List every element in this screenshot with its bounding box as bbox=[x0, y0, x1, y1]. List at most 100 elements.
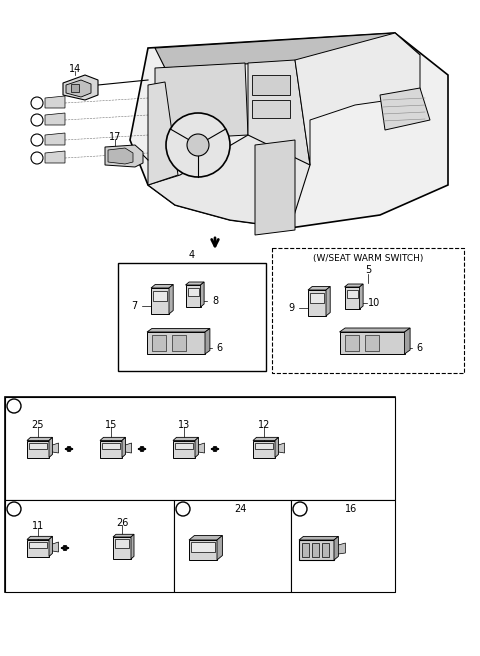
Polygon shape bbox=[189, 535, 222, 540]
Polygon shape bbox=[338, 543, 346, 554]
Text: 4: 4 bbox=[189, 250, 195, 260]
Bar bbox=[5, 397, 395, 500]
Polygon shape bbox=[131, 534, 134, 559]
Polygon shape bbox=[63, 75, 98, 100]
Polygon shape bbox=[345, 287, 360, 309]
Polygon shape bbox=[339, 328, 410, 332]
Polygon shape bbox=[169, 285, 173, 314]
Text: 11: 11 bbox=[32, 521, 44, 531]
Polygon shape bbox=[308, 287, 330, 290]
Text: 5: 5 bbox=[365, 265, 371, 275]
Text: a: a bbox=[12, 401, 17, 411]
Bar bbox=[252, 100, 290, 118]
Polygon shape bbox=[45, 113, 65, 125]
Circle shape bbox=[31, 134, 43, 146]
Text: 15: 15 bbox=[105, 420, 117, 430]
Polygon shape bbox=[345, 284, 363, 287]
Polygon shape bbox=[29, 541, 47, 548]
Polygon shape bbox=[52, 542, 59, 552]
Circle shape bbox=[7, 399, 21, 413]
Polygon shape bbox=[49, 537, 52, 556]
Bar bbox=[322, 543, 329, 557]
Bar bbox=[118, 263, 266, 371]
Text: 12: 12 bbox=[258, 420, 270, 430]
Polygon shape bbox=[147, 332, 205, 354]
Polygon shape bbox=[275, 438, 278, 457]
Polygon shape bbox=[151, 288, 169, 314]
Text: 13: 13 bbox=[178, 420, 190, 430]
Polygon shape bbox=[347, 290, 358, 298]
Polygon shape bbox=[27, 537, 52, 539]
Circle shape bbox=[293, 502, 307, 516]
Polygon shape bbox=[334, 537, 338, 560]
Polygon shape bbox=[148, 82, 178, 185]
Text: 6: 6 bbox=[416, 343, 422, 353]
Text: b: b bbox=[12, 504, 17, 514]
Polygon shape bbox=[248, 60, 310, 170]
Polygon shape bbox=[100, 440, 122, 457]
Bar bbox=[5, 397, 395, 592]
Polygon shape bbox=[113, 537, 131, 559]
Polygon shape bbox=[299, 540, 334, 560]
Polygon shape bbox=[188, 288, 199, 296]
Polygon shape bbox=[27, 440, 49, 457]
Text: 16: 16 bbox=[345, 504, 357, 514]
Polygon shape bbox=[308, 290, 326, 316]
Text: 17: 17 bbox=[109, 132, 121, 142]
Polygon shape bbox=[113, 534, 134, 537]
Polygon shape bbox=[253, 438, 278, 440]
Polygon shape bbox=[155, 33, 420, 68]
Polygon shape bbox=[405, 328, 410, 354]
Polygon shape bbox=[199, 443, 204, 453]
Polygon shape bbox=[339, 332, 405, 354]
Polygon shape bbox=[49, 438, 52, 457]
Bar bbox=[5, 500, 174, 592]
Polygon shape bbox=[147, 329, 210, 332]
Polygon shape bbox=[45, 96, 65, 108]
Polygon shape bbox=[360, 284, 363, 309]
Circle shape bbox=[7, 502, 21, 516]
Polygon shape bbox=[148, 135, 310, 228]
Polygon shape bbox=[185, 282, 204, 285]
Polygon shape bbox=[100, 438, 125, 440]
Bar bbox=[174, 500, 291, 592]
Polygon shape bbox=[255, 443, 273, 449]
Polygon shape bbox=[345, 335, 359, 351]
Polygon shape bbox=[310, 293, 324, 303]
Text: 25: 25 bbox=[32, 420, 44, 430]
Text: c: c bbox=[35, 136, 39, 144]
Text: 26: 26 bbox=[116, 518, 128, 528]
Polygon shape bbox=[172, 335, 186, 351]
Polygon shape bbox=[27, 539, 49, 556]
Polygon shape bbox=[195, 438, 199, 457]
Polygon shape bbox=[155, 63, 248, 140]
Polygon shape bbox=[45, 133, 65, 145]
Text: c: c bbox=[180, 504, 185, 514]
Polygon shape bbox=[122, 438, 125, 457]
Text: b: b bbox=[35, 115, 39, 125]
Text: 8: 8 bbox=[212, 296, 218, 306]
Polygon shape bbox=[295, 33, 420, 165]
Bar bbox=[302, 543, 309, 557]
Bar bbox=[291, 500, 395, 592]
Circle shape bbox=[31, 114, 43, 126]
Polygon shape bbox=[255, 140, 295, 235]
Polygon shape bbox=[185, 285, 201, 307]
Polygon shape bbox=[45, 151, 65, 163]
Text: d: d bbox=[35, 154, 39, 163]
Circle shape bbox=[176, 502, 190, 516]
Circle shape bbox=[31, 97, 43, 109]
Text: a: a bbox=[35, 98, 39, 108]
Polygon shape bbox=[153, 291, 167, 301]
Text: 6: 6 bbox=[216, 343, 222, 353]
Polygon shape bbox=[253, 440, 275, 457]
Text: 9: 9 bbox=[288, 303, 294, 313]
Text: e: e bbox=[298, 504, 302, 514]
Polygon shape bbox=[380, 88, 430, 130]
Polygon shape bbox=[175, 443, 193, 449]
Polygon shape bbox=[152, 335, 166, 351]
Text: (W/SEAT WARM SWITCH): (W/SEAT WARM SWITCH) bbox=[313, 253, 423, 262]
Text: 7: 7 bbox=[131, 301, 137, 311]
Polygon shape bbox=[125, 443, 132, 453]
Polygon shape bbox=[52, 443, 59, 453]
